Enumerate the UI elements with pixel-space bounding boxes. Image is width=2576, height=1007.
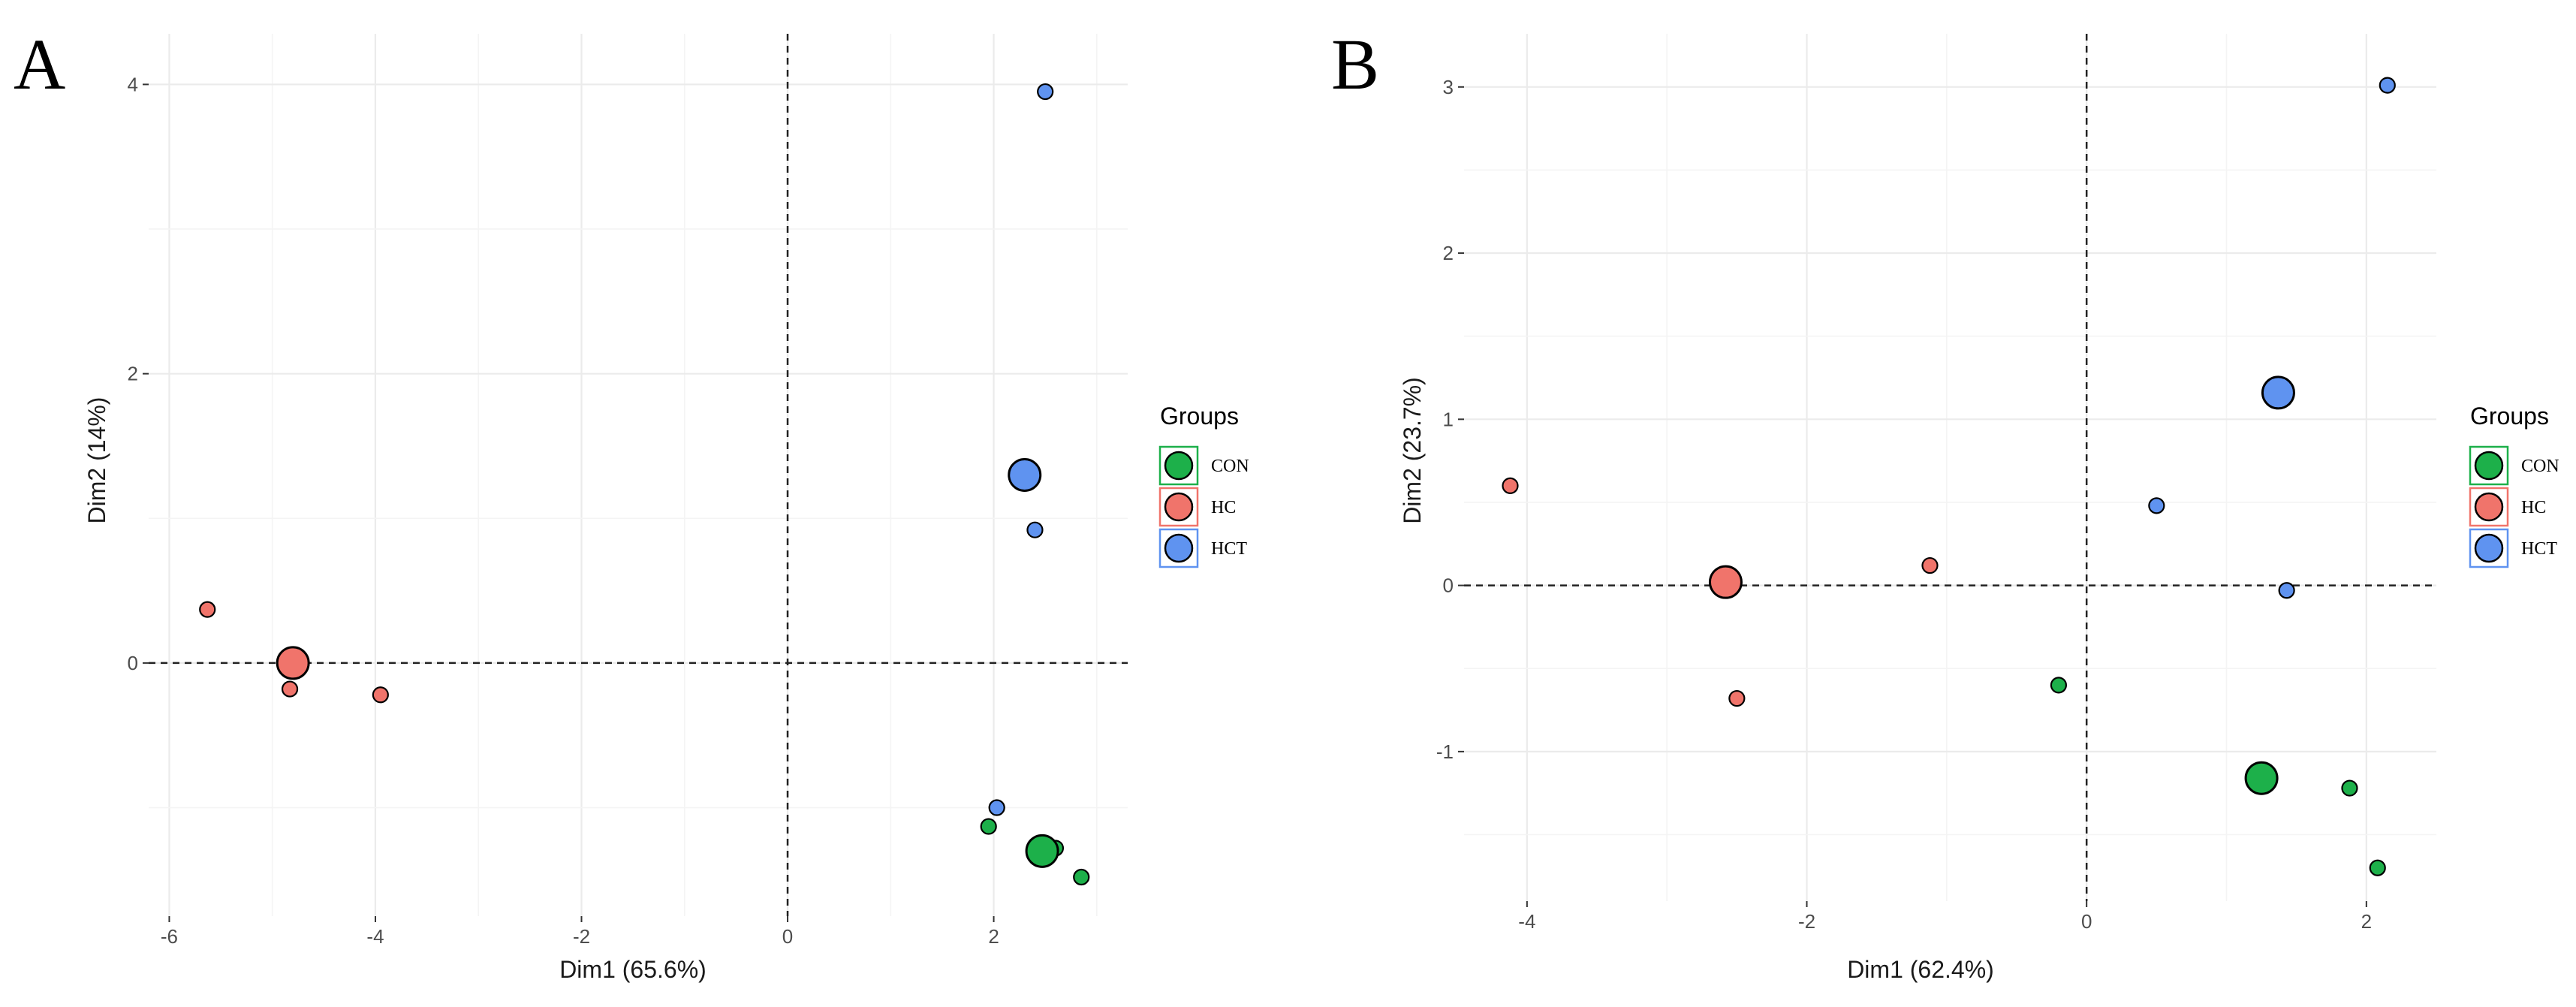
panel-a-x-axis-title: Dim1 (65.6%): [559, 956, 707, 983]
panel-b-point-con: [2050, 677, 2068, 694]
panel-b-letter: B: [1331, 24, 1379, 104]
panel-b-x-tick-label: -4: [1518, 910, 1535, 933]
panel-b-legend-title: Groups: [2470, 402, 2549, 430]
panel-a-letter: A: [14, 24, 65, 104]
panel-b-legend: Groups CON HC HCT: [2469, 402, 2559, 568]
panel-a-point-hct: [1037, 83, 1054, 101]
panel-a-y-tick-label: 0: [128, 652, 138, 674]
panel-b-point-hct: [2379, 77, 2396, 94]
panel-b-legend-marker-hct: [2474, 533, 2504, 563]
panel-a-y-tick-label: 4: [128, 73, 138, 95]
panel-b-x-tick-label: 2: [2361, 910, 2372, 933]
panel-b-legend-marker-hc: [2474, 492, 2504, 522]
panel-b-point-hc: [1502, 477, 1519, 494]
panel-b-legend-label-con: CON: [2521, 457, 2559, 476]
panel-a-legend-marker-hc: [1164, 492, 1194, 522]
panel-a-point-con: [980, 818, 997, 835]
panel-b-y-tick-label: -1: [1436, 740, 1454, 763]
panel-b-point-hc: [1728, 689, 1746, 707]
panel-b-legend-label-hc: HC: [2521, 498, 2546, 517]
panel-b-legend-marker-con: [2474, 451, 2504, 481]
panel-a-centroid-hc: [276, 646, 310, 680]
panel-b: B -4 -2 0 2 -1 0 1 2 3 Dim1 (62.4%) Dim2 (23.7%)…: [1331, 24, 2559, 983]
panel-a-x-tick-label: -4: [366, 925, 384, 948]
panel-a-x-tick-label: -6: [161, 925, 178, 948]
panel-a-legend-label-con: CON: [1211, 457, 1249, 476]
panel-b-point-con: [2369, 859, 2386, 876]
panel-a-point-hct: [988, 799, 1005, 816]
panel-a-point-hc: [199, 601, 216, 618]
panel-a-legend: Groups CON HC HCT: [1158, 402, 1249, 568]
panel-b-y-tick-label: 2: [1443, 242, 1454, 264]
panel-a-legend-title: Groups: [1160, 402, 1239, 430]
panel-b-point-hct: [2148, 497, 2165, 514]
panel-b-y-tick-label: 3: [1443, 76, 1454, 98]
panel-a-point-hc: [281, 680, 299, 698]
panel-b-centroid-hc: [1708, 565, 1743, 599]
panel-a-legend-label-hct: HCT: [1211, 539, 1247, 559]
panel-a-legend-marker-hct: [1164, 533, 1194, 563]
panel-a-centroid-con: [1025, 834, 1059, 868]
panel-b-point-hct: [2278, 582, 2295, 599]
panel-a-x-tick-label: 2: [988, 925, 999, 948]
panel-b-centroid-con: [2244, 761, 2279, 795]
panel-b-point-con: [2341, 779, 2358, 797]
panel-a-x-tick-label: -2: [573, 925, 590, 948]
panel-b-centroid-hct: [2261, 375, 2295, 410]
panel-a-y-tick-label: 2: [128, 363, 138, 385]
panel-b-x-tick-label: -2: [1798, 910, 1815, 933]
panel-a-legend-marker-con: [1164, 451, 1194, 481]
panel-b-y-axis-title: Dim2 (23.7%): [1399, 377, 1426, 524]
panel-b-y-tick-label: 1: [1443, 408, 1454, 430]
panel-a-legend-label-hc: HC: [1211, 498, 1236, 517]
panel-b-y-tick-label: 0: [1443, 574, 1454, 597]
panel-b-legend-label-hct: HCT: [2521, 539, 2557, 559]
panel-b-x-tick-label: 0: [2081, 910, 2092, 933]
panel-a-y-axis-title: Dim2 (14%): [83, 397, 110, 524]
panel-a-point-hc: [372, 686, 389, 704]
panel-a-centroid-hct: [1008, 458, 1042, 492]
panel-b-x-axis-title: Dim1 (62.4%): [1847, 956, 1994, 983]
panel-a-point-con: [1073, 868, 1090, 886]
panel-a-x-tick-label: 0: [782, 925, 793, 948]
panel-a: A -6 -4 -2 0 2 0 2 4 Dim1 (65.6%) Dim2 (14%) Gr…: [14, 24, 1249, 983]
panel-b-point-hc: [1921, 556, 1939, 574]
panel-a-point-hct: [1026, 521, 1044, 538]
